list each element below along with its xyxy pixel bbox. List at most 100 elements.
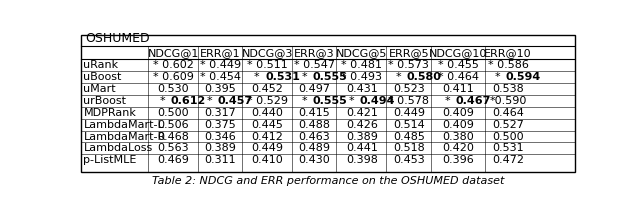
Text: 0.494: 0.494 bbox=[359, 96, 395, 106]
Text: * 0.449: * 0.449 bbox=[200, 60, 241, 70]
Text: LambdaMart-L: LambdaMart-L bbox=[83, 120, 164, 130]
Text: 0.317: 0.317 bbox=[205, 108, 236, 118]
Text: *: * bbox=[445, 96, 454, 106]
Text: * 0.481: * 0.481 bbox=[341, 60, 382, 70]
Text: 0.527: 0.527 bbox=[492, 120, 524, 130]
Text: 0.530: 0.530 bbox=[157, 84, 189, 94]
Text: 0.445: 0.445 bbox=[252, 120, 284, 130]
Text: ERR@3: ERR@3 bbox=[294, 48, 335, 58]
Text: 0.500: 0.500 bbox=[157, 108, 189, 118]
Text: 0.469: 0.469 bbox=[157, 155, 189, 165]
Text: *: * bbox=[396, 72, 405, 82]
Text: NDCG@10: NDCG@10 bbox=[429, 48, 488, 58]
Text: 0.431: 0.431 bbox=[346, 84, 378, 94]
Text: NDCG@5: NDCG@5 bbox=[336, 48, 387, 58]
Text: *: * bbox=[349, 96, 358, 106]
Text: LambdaLoss: LambdaLoss bbox=[83, 143, 153, 153]
Text: 0.311: 0.311 bbox=[205, 155, 236, 165]
Text: uMart: uMart bbox=[83, 84, 116, 94]
Text: * 0.586: * 0.586 bbox=[488, 60, 529, 70]
Text: * 0.602: * 0.602 bbox=[153, 60, 194, 70]
Text: 0.531: 0.531 bbox=[492, 143, 524, 153]
Text: 0.497: 0.497 bbox=[299, 84, 331, 94]
Text: 0.375: 0.375 bbox=[205, 120, 236, 130]
Text: 0.523: 0.523 bbox=[393, 84, 425, 94]
Text: 0.452: 0.452 bbox=[252, 84, 284, 94]
Text: 0.410: 0.410 bbox=[252, 155, 284, 165]
Text: 0.409: 0.409 bbox=[442, 120, 474, 130]
Text: 0.468: 0.468 bbox=[157, 131, 189, 142]
Text: *: * bbox=[301, 72, 310, 82]
Text: *: * bbox=[160, 96, 169, 106]
Text: 0.506: 0.506 bbox=[157, 120, 189, 130]
Text: p-ListMLE: p-ListMLE bbox=[83, 155, 137, 165]
Text: 0.489: 0.489 bbox=[299, 143, 331, 153]
Text: Table 2: NDCG and ERR performance on the OSHUMED dataset: Table 2: NDCG and ERR performance on the… bbox=[152, 176, 504, 186]
Text: 0.580: 0.580 bbox=[406, 72, 441, 82]
Text: ERR@10: ERR@10 bbox=[484, 48, 532, 58]
Text: 0.612: 0.612 bbox=[171, 96, 206, 106]
Text: 0.411: 0.411 bbox=[443, 84, 474, 94]
Text: ERR@1: ERR@1 bbox=[200, 48, 241, 58]
Text: 0.457: 0.457 bbox=[218, 96, 253, 106]
Text: 0.389: 0.389 bbox=[346, 131, 378, 142]
Text: 0.463: 0.463 bbox=[299, 131, 330, 142]
Text: * 0.493: * 0.493 bbox=[341, 72, 382, 82]
Text: 0.426: 0.426 bbox=[346, 120, 378, 130]
Text: 0.420: 0.420 bbox=[442, 143, 474, 153]
Text: * 0.609: * 0.609 bbox=[153, 72, 194, 82]
Text: 0.398: 0.398 bbox=[346, 155, 378, 165]
Text: 0.395: 0.395 bbox=[205, 84, 236, 94]
Text: 0.389: 0.389 bbox=[204, 143, 236, 153]
Text: 0.531: 0.531 bbox=[265, 72, 300, 82]
Text: 0.563: 0.563 bbox=[157, 143, 189, 153]
Text: * 0.464: * 0.464 bbox=[438, 72, 479, 82]
Text: 0.485: 0.485 bbox=[393, 131, 425, 142]
Text: 0.555: 0.555 bbox=[312, 96, 347, 106]
Text: 0.421: 0.421 bbox=[346, 108, 378, 118]
Text: 0.449: 0.449 bbox=[393, 108, 425, 118]
Text: NDCG@3: NDCG@3 bbox=[242, 48, 293, 58]
Text: * 0.578: * 0.578 bbox=[388, 96, 429, 106]
Text: * 0.547: * 0.547 bbox=[294, 60, 335, 70]
Text: 0.488: 0.488 bbox=[299, 120, 331, 130]
Text: * 0.455: * 0.455 bbox=[438, 60, 479, 70]
Text: * 0.573: * 0.573 bbox=[388, 60, 429, 70]
Text: *: * bbox=[207, 96, 216, 106]
Text: 0.415: 0.415 bbox=[299, 108, 330, 118]
Text: 0.412: 0.412 bbox=[252, 131, 284, 142]
Text: 0.449: 0.449 bbox=[252, 143, 284, 153]
Text: NDCG@1: NDCG@1 bbox=[148, 48, 199, 58]
Text: 0.453: 0.453 bbox=[393, 155, 425, 165]
Text: 0.467: 0.467 bbox=[456, 96, 492, 106]
Text: OSHUMED: OSHUMED bbox=[85, 32, 150, 45]
Text: *: * bbox=[301, 96, 310, 106]
Text: *: * bbox=[495, 72, 504, 82]
Text: 0.396: 0.396 bbox=[443, 155, 474, 165]
Text: * 0.511: * 0.511 bbox=[247, 60, 288, 70]
Text: uBoost: uBoost bbox=[83, 72, 122, 82]
Text: 0.518: 0.518 bbox=[393, 143, 425, 153]
Text: *0.590: *0.590 bbox=[490, 96, 527, 106]
Text: * 0.529: * 0.529 bbox=[247, 96, 288, 106]
Text: 0.440: 0.440 bbox=[252, 108, 284, 118]
Text: LambdaMart-R: LambdaMart-R bbox=[83, 131, 166, 142]
Text: 0.594: 0.594 bbox=[506, 72, 541, 82]
Text: urBoost: urBoost bbox=[83, 96, 127, 106]
Text: 0.409: 0.409 bbox=[442, 108, 474, 118]
Text: ERR@5: ERR@5 bbox=[388, 48, 429, 58]
Text: 0.346: 0.346 bbox=[205, 131, 236, 142]
Text: 0.514: 0.514 bbox=[393, 120, 425, 130]
Text: *: * bbox=[254, 72, 264, 82]
Text: * 0.454: * 0.454 bbox=[200, 72, 241, 82]
Text: 0.430: 0.430 bbox=[299, 155, 330, 165]
Text: MDPRank: MDPRank bbox=[83, 108, 136, 118]
Text: 0.500: 0.500 bbox=[492, 131, 524, 142]
Text: 0.538: 0.538 bbox=[492, 84, 524, 94]
Text: 0.555: 0.555 bbox=[312, 72, 347, 82]
Text: uRank: uRank bbox=[83, 60, 118, 70]
Text: 0.464: 0.464 bbox=[492, 108, 524, 118]
Text: 0.472: 0.472 bbox=[492, 155, 524, 165]
Text: 0.380: 0.380 bbox=[443, 131, 474, 142]
Text: 0.441: 0.441 bbox=[346, 143, 378, 153]
